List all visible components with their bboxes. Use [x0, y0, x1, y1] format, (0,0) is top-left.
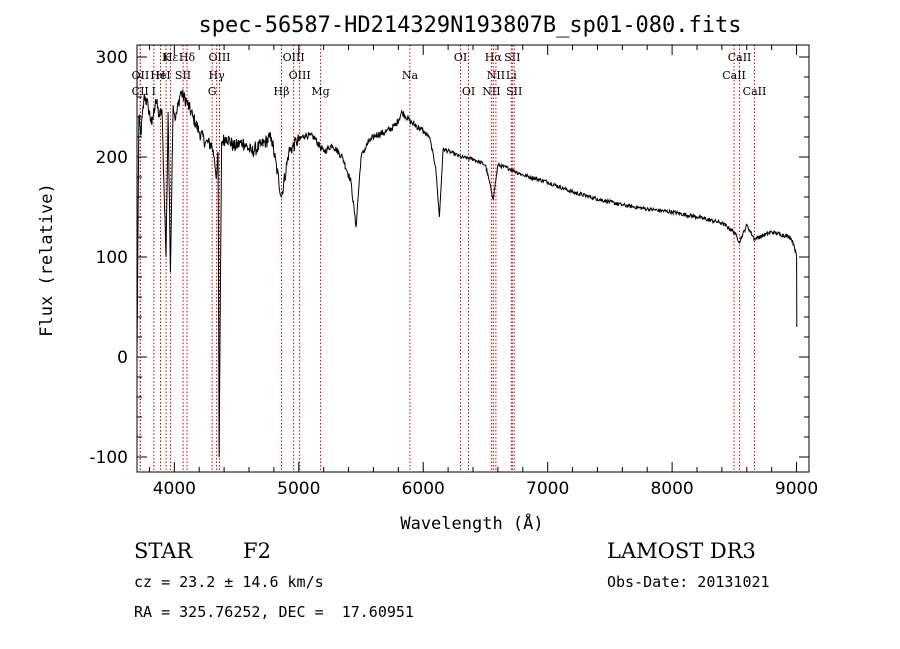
marker-label-24: OI — [462, 85, 475, 98]
marker-label-21: G — [208, 85, 217, 98]
x-tick-label-5000: 5000 — [277, 479, 320, 499]
marker-label-18: CaII — [722, 69, 746, 82]
marker-label-13: Hγ — [209, 69, 226, 82]
marker-label-3: OIII — [208, 51, 230, 64]
y-axis-label: Flux (relative) — [37, 183, 57, 337]
marker-label-16: NII — [487, 69, 505, 82]
y-tick-label-200: 200 — [96, 148, 128, 168]
marker-label-17: Li — [506, 69, 517, 82]
marker-label-11: HeI — [150, 69, 170, 82]
spectrum-line — [136, 89, 798, 458]
marker-label-8: CaII — [728, 51, 752, 64]
object-subclass: F2 — [243, 539, 271, 563]
y-tick-label--100: -100 — [89, 448, 128, 468]
marker-label-23: Mg — [311, 85, 329, 98]
redshift-cz: cz = 23.2 ± 14.6 km/s — [134, 573, 324, 591]
plot-frame — [136, 44, 810, 473]
axes: 4000 5000 6000 7000 8000 9000 -100 0 100 200 300 — [89, 44, 818, 499]
marker-label-9: OII — [132, 69, 150, 82]
y-tick-label-100: 100 — [96, 248, 128, 268]
marker-label-10: H — [156, 69, 166, 82]
x-axis-label: Wavelength (Å) — [400, 512, 543, 534]
marker-label-5: OI — [454, 51, 467, 64]
x-tick-label-8000: 8000 — [650, 479, 693, 499]
marker-label-14: OIII — [289, 69, 311, 82]
marker-label-19: CII — [132, 85, 149, 98]
y-tick-label-300: 300 — [96, 48, 128, 68]
marker-label-4: OIII — [283, 51, 305, 64]
marker-label-1: K — [162, 51, 171, 64]
x-tick-label-7000: 7000 — [526, 479, 569, 499]
marker-label-26: SII — [506, 85, 522, 98]
marker-label-6: Hα — [485, 51, 503, 64]
survey-name: LAMOST DR3 — [607, 539, 756, 563]
marker-label-27: CaII — [743, 85, 767, 98]
marker-label-22: Hβ — [274, 85, 290, 98]
x-tick-label-9000: 9000 — [775, 479, 818, 499]
marker-label-2: Hδ — [179, 51, 196, 64]
object-class: STAR — [134, 539, 193, 563]
chart-title: spec-56587-HD214329N193807B_sp01-080.fit… — [198, 13, 741, 38]
marker-label-15: Na — [402, 69, 419, 82]
y-tick-label-0: 0 — [117, 348, 128, 368]
observation-date: Obs-Date: 20131021 — [607, 573, 770, 591]
marker-label-25: NII — [482, 85, 500, 98]
sky-coordinates: RA = 325.76252, DEC = 17.60951 — [134, 603, 414, 621]
marker-label-7: SII — [504, 51, 520, 64]
marker-label-12: SII — [175, 69, 191, 82]
x-tick-label-6000: 6000 — [402, 479, 445, 499]
x-tick-label-4000: 4000 — [153, 479, 196, 499]
marker-label-20: I — [152, 85, 156, 98]
